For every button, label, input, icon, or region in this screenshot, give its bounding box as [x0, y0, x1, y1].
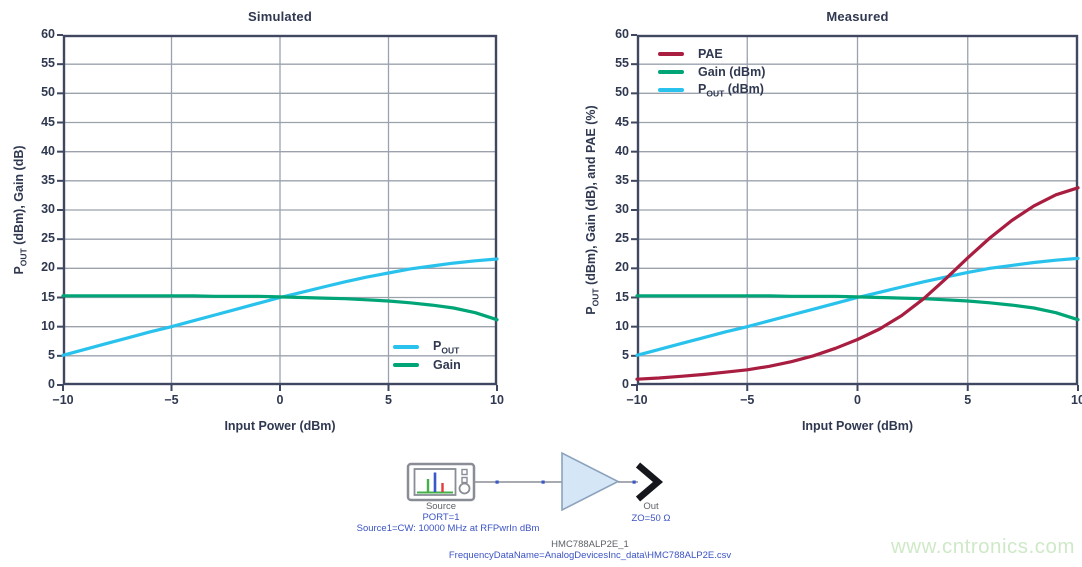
measured-x-axis-label: Input Power (dBm) [801, 419, 914, 433]
measured-chart-title: Measured [826, 9, 889, 24]
x-tick-label: 0 [854, 393, 861, 407]
wire-node [632, 480, 636, 484]
y-tick-label: 50 [615, 85, 629, 100]
y-tick-label: 50 [41, 85, 55, 100]
legend-label: PAE [698, 47, 723, 61]
y-tick-label: 60 [615, 27, 629, 41]
y-tick-label: 10 [41, 318, 55, 333]
y-tick-label: 15 [615, 289, 629, 304]
legend-item: Gain [393, 356, 461, 374]
x-tick-label: 10 [1071, 393, 1082, 407]
y-tick-label: 35 [615, 172, 629, 187]
source-label: Source [425, 501, 457, 512]
legend-item: PAE [658, 45, 765, 63]
circuit-schematic [406, 451, 664, 511]
legend-swatch [658, 52, 684, 56]
impedance-label: ZO=50 Ω [631, 513, 671, 524]
watermark: www.cntronics.com [891, 535, 1075, 558]
legend-swatch [393, 345, 419, 349]
y-tick-label: 25 [41, 231, 55, 246]
measured-plot-area: 0 5 10 15 20 25 30 35 40 45 50 55 60 −10 −5 0 5 10 [615, 27, 1082, 407]
measured-legend: PAE Gain (dBm) POUT (dBm) [658, 45, 765, 99]
y-tick-label: 45 [615, 114, 629, 129]
port-label: PORT=1 [422, 512, 460, 523]
legend-label: Gain [433, 358, 461, 372]
y-tick-label: 25 [615, 231, 629, 246]
y-tick-label: 55 [615, 56, 629, 71]
output-port-icon [635, 462, 664, 502]
out-label: Out [643, 501, 659, 512]
legend-label: Gain (dBm) [698, 65, 766, 79]
plot-svg [57, 34, 499, 391]
y-tick-label: 15 [41, 289, 55, 304]
plot-svg [631, 34, 1080, 391]
x-tick-label: −10 [626, 393, 648, 407]
plot-border [636, 34, 1079, 386]
y-tick-label: 55 [41, 56, 55, 71]
y-tick-label: 30 [41, 202, 55, 216]
y-tick-label: 30 [615, 202, 629, 216]
y-tick-label: 5 [48, 347, 55, 362]
legend-item: POUT (dBm) [658, 81, 765, 99]
simulated-x-axis-label: Input Power (dBm) [224, 419, 336, 433]
x-tick-label: 5 [964, 393, 972, 407]
legend-item: POUT [393, 338, 461, 356]
y-tick-label: 10 [615, 318, 629, 333]
simulated-legend: POUT Gain [393, 338, 461, 374]
x-tick-label: 5 [385, 393, 392, 407]
y-tick-label: 20 [41, 260, 55, 275]
wire-node [541, 480, 545, 484]
y-tick-label: 35 [41, 172, 55, 187]
source-detail-label: Source1=CW: 10000 MHz at RFPwrIn dBm [356, 523, 540, 534]
y-tick-label: 20 [615, 260, 629, 275]
y-tick-label: 45 [41, 114, 55, 129]
y-tick-label: 0 [48, 377, 55, 391]
plot-border [62, 34, 498, 386]
amplifier-icon [561, 451, 620, 511]
legend-label: POUT (dBm) [698, 81, 764, 99]
pae-curve [635, 186, 1080, 381]
x-tick-label: 10 [490, 393, 504, 407]
legend-swatch [393, 363, 419, 367]
x-tick-label: −5 [740, 393, 755, 407]
x-tick-label: −5 [164, 393, 179, 407]
y-tick-label: 60 [41, 27, 55, 41]
spectrum-source-icon [406, 462, 476, 502]
y-tick-label: 40 [41, 143, 55, 158]
gain-curve [635, 294, 1080, 322]
legend-item: Gain (dBm) [658, 63, 765, 81]
data-file-label: FrequencyDataName=AnalogDevicesInc_data\… [448, 550, 732, 561]
legend-swatch [658, 70, 684, 74]
legend-label: POUT [433, 338, 460, 356]
y-tick-label: 40 [615, 143, 629, 158]
legend-swatch [658, 88, 684, 92]
x-tick-label: −10 [52, 393, 74, 407]
y-tick-label: 5 [622, 347, 629, 362]
component-name-label: HMC788ALP2E_1 [551, 539, 629, 550]
x-tick-label: 0 [276, 393, 284, 407]
y-tick-label: 0 [622, 377, 629, 391]
simulated-chart-title: Simulated [248, 9, 312, 24]
wire-node [495, 480, 499, 484]
simulated-plot-area: 0 5 10 15 20 25 30 35 40 45 50 55 60 −10 −5 0 5 10 [41, 27, 504, 407]
gain-curve [61, 294, 499, 322]
